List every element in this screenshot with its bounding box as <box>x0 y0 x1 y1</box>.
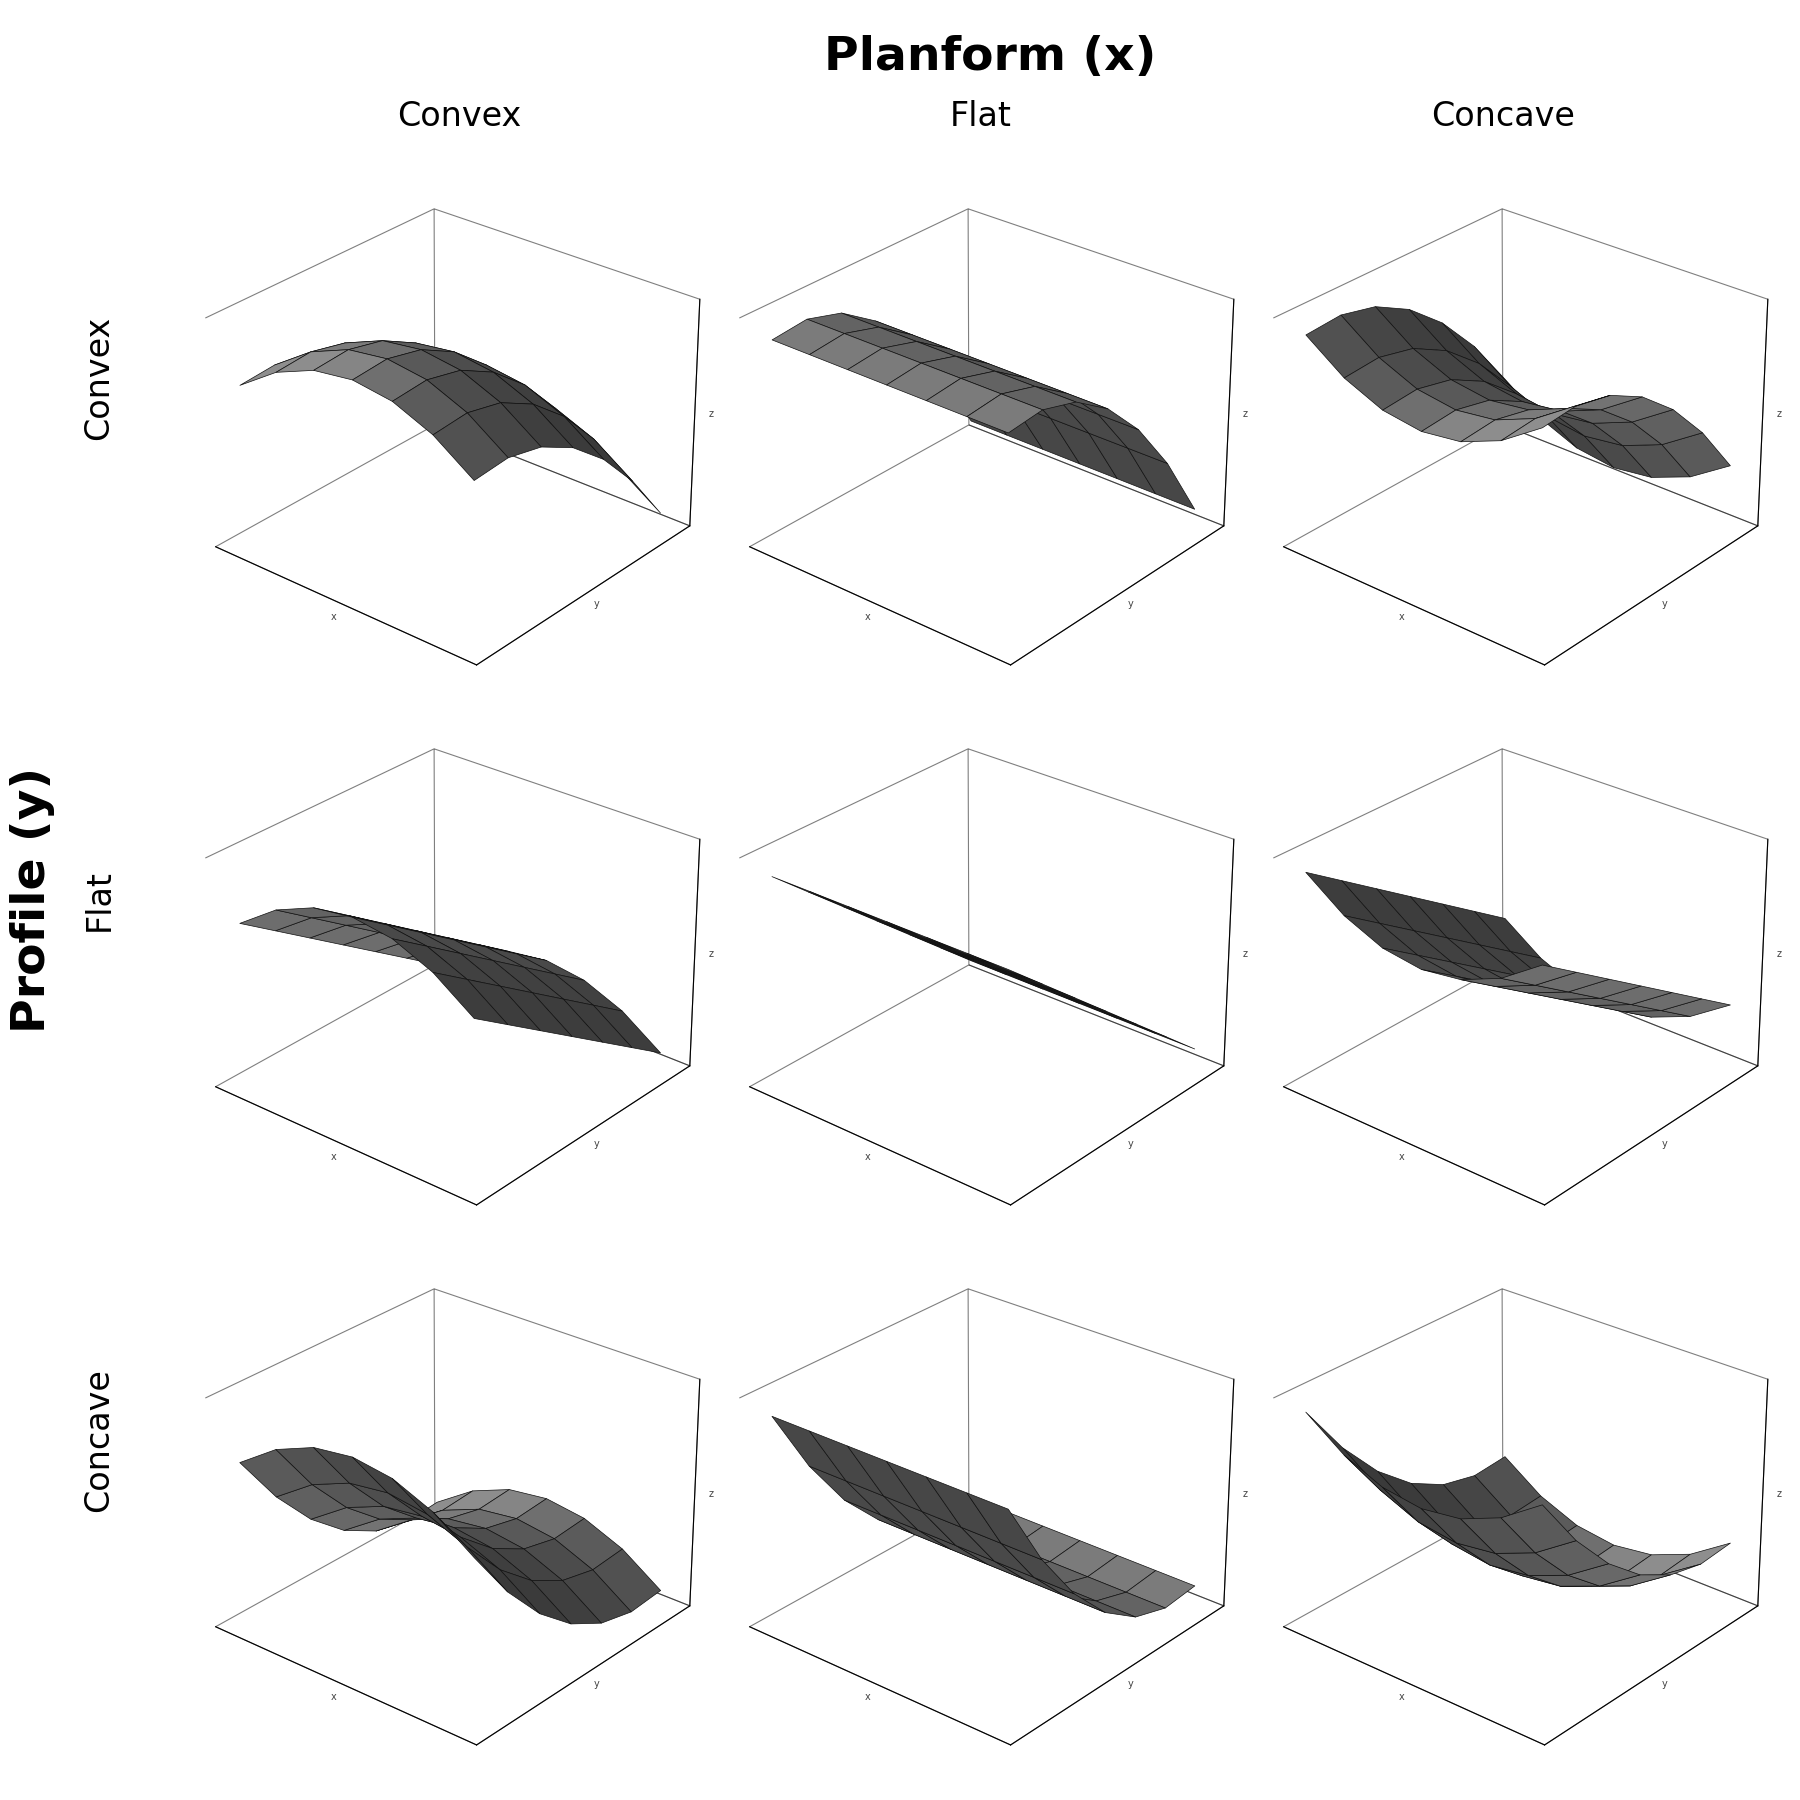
Y-axis label: y: y <box>594 1679 599 1690</box>
Text: Flat: Flat <box>83 869 115 931</box>
X-axis label: x: x <box>1399 1692 1404 1701</box>
Text: Profile (y): Profile (y) <box>9 767 56 1033</box>
Text: Concave: Concave <box>1431 101 1575 133</box>
Text: Flat: Flat <box>950 101 1012 133</box>
X-axis label: x: x <box>864 1692 871 1701</box>
X-axis label: x: x <box>864 1152 871 1161</box>
Y-axis label: y: y <box>1661 599 1669 610</box>
X-axis label: x: x <box>864 612 871 621</box>
X-axis label: x: x <box>331 1692 337 1701</box>
X-axis label: x: x <box>1399 612 1404 621</box>
X-axis label: x: x <box>331 612 337 621</box>
Text: Convex: Convex <box>396 101 522 133</box>
Y-axis label: y: y <box>1129 1679 1134 1690</box>
Text: Planform (x): Planform (x) <box>824 36 1156 81</box>
Y-axis label: y: y <box>1129 1139 1134 1150</box>
Y-axis label: y: y <box>594 599 599 610</box>
Text: Concave: Concave <box>83 1368 115 1512</box>
Y-axis label: y: y <box>1661 1139 1669 1150</box>
Y-axis label: y: y <box>594 1139 599 1150</box>
Y-axis label: y: y <box>1129 599 1134 610</box>
X-axis label: x: x <box>1399 1152 1404 1161</box>
Text: Convex: Convex <box>83 315 115 441</box>
X-axis label: x: x <box>331 1152 337 1161</box>
Y-axis label: y: y <box>1661 1679 1669 1690</box>
